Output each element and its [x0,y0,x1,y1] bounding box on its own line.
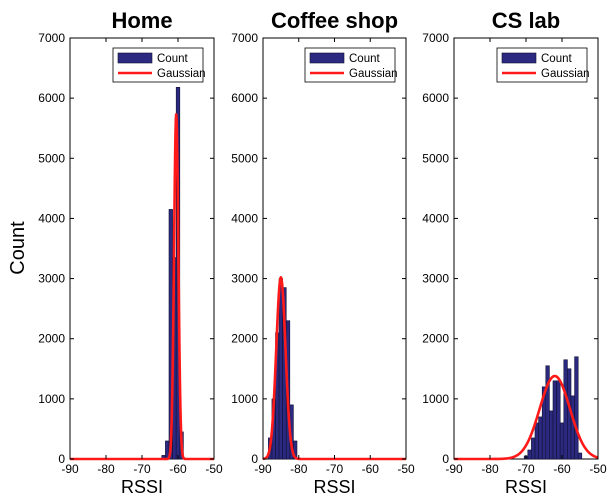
chart-title: Home [111,8,172,33]
histogram-bar [556,380,561,460]
y-tick-label: 3000 [38,272,65,286]
y-tick-label: 0 [58,452,65,466]
y-axis-label: Count [7,221,29,275]
y-tick-label: 7000 [231,31,258,45]
x-tick-label: -60 [553,462,571,476]
y-tick-label: 4000 [231,211,258,225]
chart-title: Coffee shop [271,8,398,33]
y-tick-label: 1000 [231,392,258,406]
y-tick-label: 6000 [231,91,258,105]
x-tick-label: -70 [517,462,535,476]
chart-panel: -90 -80 -70 -60 -50 0 1000 2000 3000 4000 5000 6000… [422,8,607,497]
x-tick-label: -70 [133,462,151,476]
y-tick-label: 7000 [422,31,449,45]
legend: Count Gaussian [496,47,590,83]
histogram-bar [574,356,579,460]
histogram-bar [577,452,583,460]
x-tick-label: -50 [205,462,223,476]
y-tick-label: 5000 [38,151,65,165]
y-tick-label: 1000 [38,392,65,406]
plot-area [69,37,215,460]
x-tick-label: -60 [362,462,380,476]
chart-panel: -90 -80 -70 -60 -50 0 1000 2000 3000 4000 5000 6000… [38,8,223,497]
histogram-bar [552,380,557,460]
histogram-bar [549,410,554,460]
x-tick-label: -50 [589,462,607,476]
y-tick-label: 2000 [231,332,258,346]
legend: Count Gaussian [304,47,398,83]
x-tick-label: -80 [481,462,499,476]
x-tick-label: -60 [169,462,187,476]
legend-label-count: Count [349,53,380,65]
legend-label-gaussian: Gaussian [541,68,590,80]
y-tick-label: 4000 [38,211,65,225]
chart-panel: -90 -80 -70 -60 -50 0 1000 2000 3000 4000 5000 6000… [231,8,415,497]
histogram-bar [534,422,539,460]
y-tick-label: 2000 [38,332,65,346]
y-tick-label: 3000 [231,272,258,286]
y-tick-label: 2000 [422,332,449,346]
y-tick-label: 4000 [422,211,449,225]
x-tick-label: -70 [326,462,344,476]
legend-swatch-count [117,52,153,64]
histogram-bar [538,416,543,460]
y-tick-label: 6000 [422,91,449,105]
legend: Count Gaussian [112,47,206,83]
x-axis-label: RSSI [313,477,355,497]
y-tick-label: 5000 [422,151,449,165]
legend-swatch-count [309,52,345,64]
legend-label-count: Count [157,53,188,65]
y-tick-label: 7000 [38,31,65,45]
y-tick-label: 3000 [422,272,449,286]
plot-area [453,37,599,460]
y-tick-label: 0 [251,452,258,466]
legend-label-count: Count [541,53,572,65]
x-tick-label: -90 [61,462,79,476]
x-tick-label: -80 [97,462,115,476]
y-tick-label: 1000 [422,392,449,406]
x-axis-label: RSSI [121,477,163,497]
legend-label-gaussian: Gaussian [157,68,206,80]
x-axis-label: RSSI [505,477,547,497]
histogram-bar [563,359,568,460]
chart-panels: -90 -80 -70 -60 -50 0 1000 2000 3000 4000 5000 6000… [38,8,607,497]
y-tick-label: 6000 [38,91,65,105]
x-tick-label: -50 [397,462,415,476]
histogram-bar [570,395,575,460]
y-tick-label: 0 [442,452,449,466]
x-tick-label: -80 [290,462,308,476]
histogram-bar [559,422,565,460]
y-tick-label: 5000 [231,151,258,165]
legend-label-gaussian: Gaussian [349,68,398,80]
x-tick-label: -90 [254,462,272,476]
x-tick-label: -90 [445,462,463,476]
chart-title: CS lab [492,8,560,33]
gaussian-curve [453,374,599,461]
histogram-bar [531,437,536,460]
histogram-bar [278,278,283,460]
legend-swatch-count [501,52,537,64]
histogram-bar [527,449,532,460]
